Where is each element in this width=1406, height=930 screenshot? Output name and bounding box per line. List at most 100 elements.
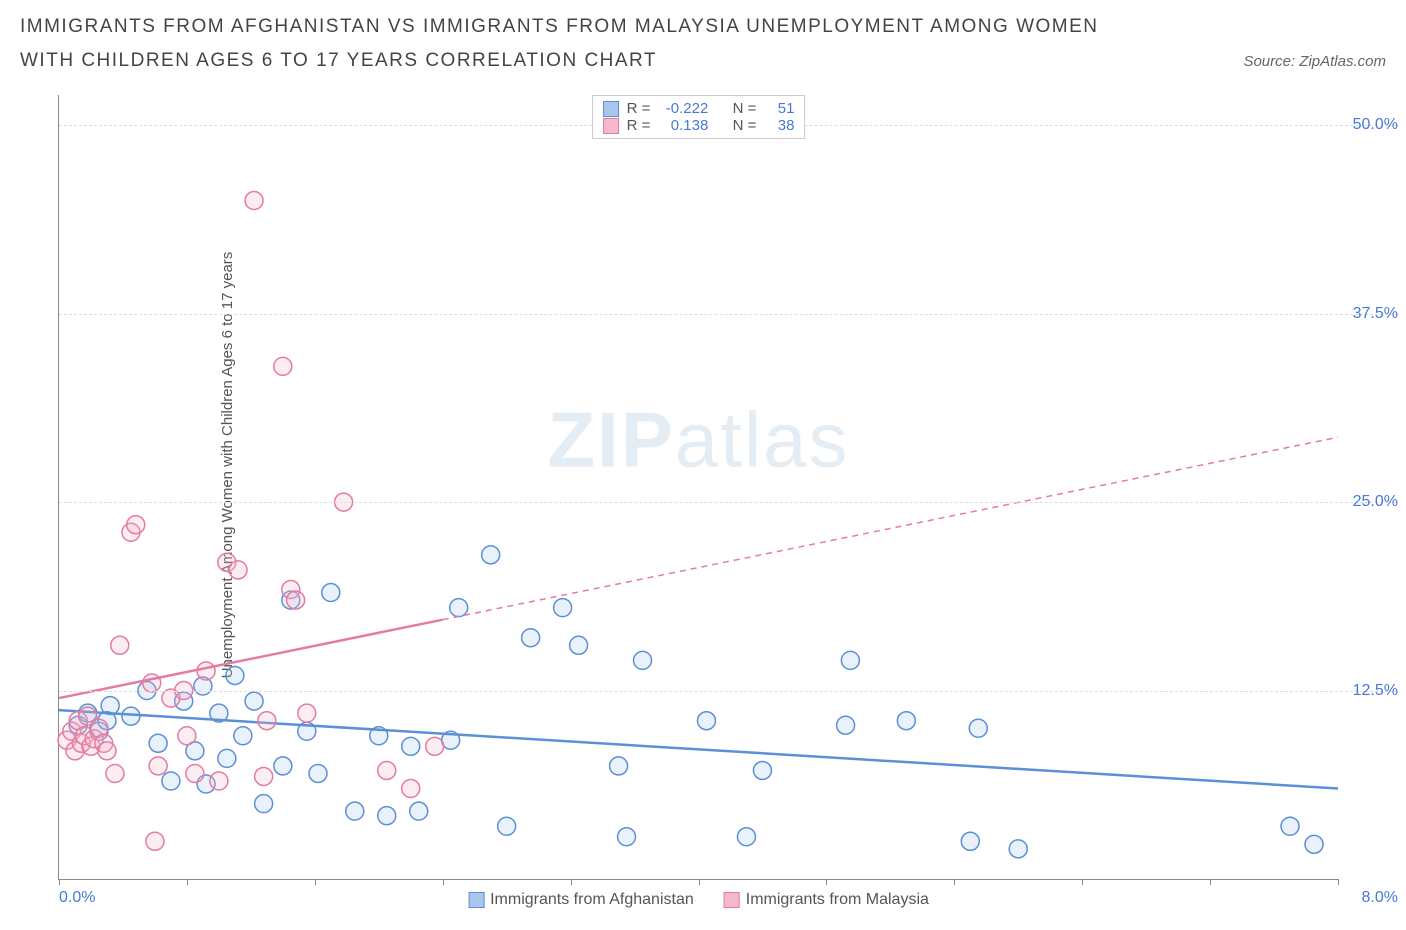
legend-swatch bbox=[603, 101, 619, 117]
data-point bbox=[149, 734, 167, 752]
x-tick bbox=[571, 879, 572, 885]
data-point bbox=[309, 764, 327, 782]
data-point bbox=[610, 757, 628, 775]
data-point bbox=[402, 737, 420, 755]
trend-line-dash bbox=[443, 437, 1338, 619]
x-tick bbox=[699, 879, 700, 885]
legend-item: Immigrants from Afghanistan bbox=[468, 891, 694, 909]
data-point bbox=[226, 666, 244, 684]
correlation-legend: R = -0.222 N = 51 R = 0.138 N = 38 bbox=[592, 95, 806, 139]
x-tick bbox=[1338, 879, 1339, 885]
legend-swatch bbox=[468, 892, 484, 908]
data-point bbox=[1305, 835, 1323, 853]
data-point bbox=[186, 764, 204, 782]
data-point bbox=[234, 727, 252, 745]
data-point bbox=[426, 737, 444, 755]
data-point bbox=[218, 749, 236, 767]
legend-row: R = 0.138 N = 38 bbox=[603, 117, 795, 134]
data-point bbox=[245, 192, 263, 210]
data-point bbox=[346, 802, 364, 820]
data-point bbox=[969, 719, 987, 737]
x-tick bbox=[443, 879, 444, 885]
r-label: R = bbox=[627, 100, 651, 117]
data-point bbox=[162, 772, 180, 790]
data-point bbox=[255, 795, 273, 813]
gridline bbox=[59, 691, 1398, 692]
chart-title: IMMIGRANTS FROM AFGHANISTAN VS IMMIGRANT… bbox=[20, 10, 1120, 78]
data-point bbox=[149, 757, 167, 775]
scatter-plot bbox=[59, 95, 1338, 879]
trend-line-solid bbox=[59, 620, 443, 698]
x-tick bbox=[315, 879, 316, 885]
n-value: 51 bbox=[764, 100, 794, 117]
data-point bbox=[298, 704, 316, 722]
legend-label: Immigrants from Afghanistan bbox=[490, 891, 694, 909]
data-point bbox=[897, 712, 915, 730]
data-point bbox=[245, 692, 263, 710]
y-tick-label: 50.0% bbox=[1353, 116, 1398, 134]
data-point bbox=[229, 561, 247, 579]
data-point bbox=[961, 832, 979, 850]
x-tick bbox=[187, 879, 188, 885]
legend-swatch bbox=[724, 892, 740, 908]
series-legend: Immigrants from Afghanistan Immigrants fr… bbox=[468, 891, 929, 909]
data-point bbox=[322, 584, 340, 602]
data-point bbox=[618, 828, 636, 846]
data-point bbox=[274, 357, 292, 375]
data-point bbox=[482, 546, 500, 564]
n-label: N = bbox=[733, 100, 757, 117]
y-tick-label: 37.5% bbox=[1353, 305, 1398, 323]
data-point bbox=[210, 772, 228, 790]
data-point bbox=[402, 780, 420, 798]
x-tick bbox=[826, 879, 827, 885]
y-tick-label: 12.5% bbox=[1353, 682, 1398, 700]
data-point bbox=[197, 662, 215, 680]
data-point bbox=[106, 764, 124, 782]
data-point bbox=[287, 591, 305, 609]
data-point bbox=[255, 767, 273, 785]
x-axis-min-label: 0.0% bbox=[59, 889, 95, 907]
x-tick bbox=[954, 879, 955, 885]
r-value: -0.222 bbox=[658, 100, 708, 117]
x-tick bbox=[1082, 879, 1083, 885]
data-point bbox=[1009, 840, 1027, 858]
n-label: N = bbox=[733, 117, 757, 134]
data-point bbox=[570, 636, 588, 654]
data-point bbox=[258, 712, 276, 730]
legend-item: Immigrants from Malaysia bbox=[724, 891, 929, 909]
x-tick bbox=[59, 879, 60, 885]
data-point bbox=[737, 828, 755, 846]
data-point bbox=[378, 761, 396, 779]
data-point bbox=[554, 599, 572, 617]
data-point bbox=[498, 817, 516, 835]
x-axis-max-label: 8.0% bbox=[1362, 889, 1398, 907]
legend-label: Immigrants from Malaysia bbox=[746, 891, 929, 909]
data-point bbox=[111, 636, 129, 654]
data-point bbox=[753, 761, 771, 779]
data-point bbox=[146, 832, 164, 850]
data-point bbox=[634, 651, 652, 669]
r-value: 0.138 bbox=[658, 117, 708, 134]
data-point bbox=[522, 629, 540, 647]
data-point bbox=[378, 807, 396, 825]
r-label: R = bbox=[627, 117, 651, 134]
legend-swatch bbox=[603, 118, 619, 134]
legend-row: R = -0.222 N = 51 bbox=[603, 100, 795, 117]
gridline bbox=[59, 314, 1398, 315]
data-point bbox=[697, 712, 715, 730]
gridline bbox=[59, 502, 1398, 503]
data-point bbox=[274, 757, 292, 775]
data-point bbox=[410, 802, 428, 820]
data-point bbox=[450, 599, 468, 617]
n-value: 38 bbox=[764, 117, 794, 134]
data-point bbox=[1281, 817, 1299, 835]
data-point bbox=[127, 516, 145, 534]
data-point bbox=[98, 742, 116, 760]
data-point bbox=[178, 727, 196, 745]
y-tick-label: 25.0% bbox=[1353, 493, 1398, 511]
source-label: Source: ZipAtlas.com bbox=[1243, 53, 1386, 78]
x-tick bbox=[1210, 879, 1211, 885]
data-point bbox=[837, 716, 855, 734]
chart-plot-area: ZIPatlas R =-0.222 N =51R =0.138 N =38 1… bbox=[58, 95, 1338, 880]
data-point bbox=[841, 651, 859, 669]
